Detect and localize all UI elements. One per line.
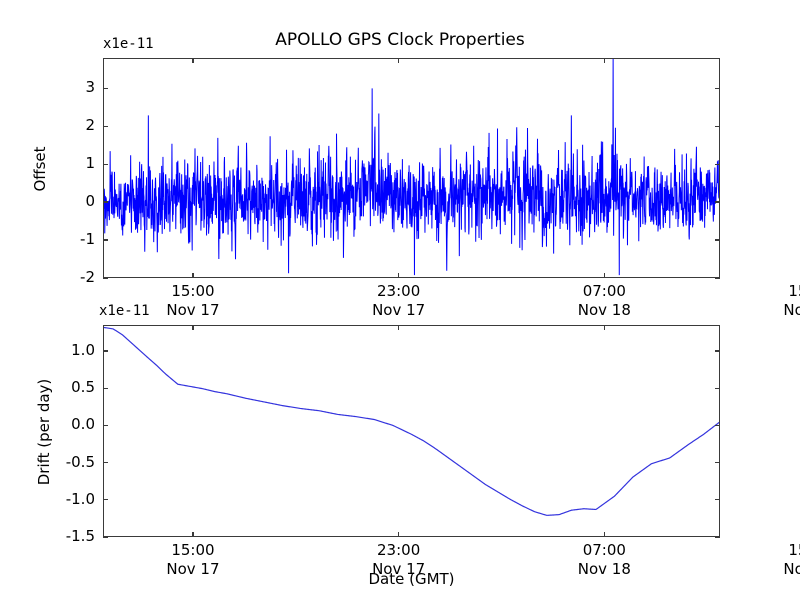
y-tick-mark [103, 201, 108, 203]
x-tick-label: 15:00 Nov 17 [143, 541, 243, 579]
y-tick-mark [715, 350, 720, 352]
x-tick-date: Nov 18 [783, 301, 800, 319]
y-tick-mark [715, 125, 720, 127]
x-tick-time: 15:00 [788, 541, 800, 559]
x-tick-mark [397, 325, 400, 330]
x-tick-label: 07:00 Nov 18 [554, 282, 654, 320]
x-tick-mark [192, 532, 194, 537]
y-tick-mark [715, 536, 720, 538]
offset-data-line [104, 59, 719, 275]
x-tick-date: Nov 17 [166, 301, 220, 319]
x-tick-date: Nov 18 [783, 560, 800, 578]
x-tick-time: 15:00 [788, 282, 800, 300]
y-tick-label: -0.5 [65, 452, 95, 471]
x-tick-label: 23:00 Nov 17 [349, 282, 449, 320]
y-tick-mark [103, 387, 108, 389]
y-tick-label: -2 [80, 268, 95, 286]
drift-plot-area [103, 325, 720, 537]
y-tick-mark [715, 163, 720, 165]
y-tick-mark [715, 499, 720, 501]
y-tick-mark [715, 239, 720, 241]
y-tick-label: 0 [85, 192, 95, 211]
y-tick-label: 1.0 [71, 341, 95, 360]
x-tick-date: Nov 17 [166, 560, 220, 578]
y-tick-mark [103, 461, 108, 464]
y-tick-mark [103, 499, 108, 501]
x-tick-mark [603, 532, 605, 537]
figure-title: APOLLO GPS Clock Properties [275, 30, 525, 50]
y-tick-mark [715, 87, 720, 89]
y-tick-label: 0.0 [71, 415, 95, 434]
y-tick-mark [103, 125, 108, 127]
x-tick-time: 23:00 [377, 282, 421, 300]
x-tick-mark [192, 273, 194, 278]
y-tick-mark [715, 424, 720, 427]
y-tick-mark [103, 87, 108, 89]
y-tick-label: -1 [80, 230, 95, 249]
x-tick-label: 23:00 Nov 17 [349, 541, 449, 579]
drift-trace-svg [104, 326, 719, 536]
x-tick-date: Nov 17 [372, 301, 426, 319]
x-tick-mark [603, 273, 605, 278]
x-tick-date: Nov 18 [577, 301, 631, 319]
x-tick-time: 23:00 [377, 541, 421, 559]
x-tick-date: Nov 17 [372, 560, 426, 578]
x-tick-time: 15:00 [171, 541, 215, 559]
y-tick-label: 1 [85, 154, 95, 173]
drift-axis-multiplier: x1e-11 [99, 303, 150, 319]
y-tick-mark [103, 239, 108, 241]
y-tick-mark [103, 277, 108, 279]
x-tick-mark [397, 532, 400, 537]
x-tick-mark [603, 325, 605, 330]
x-tick-label: 07:00 Nov 18 [554, 541, 654, 579]
offset-trace-svg [104, 59, 719, 277]
figure-x-axis-label: Date (GMT) [368, 570, 455, 588]
offset-axis-multiplier: x1e-11 [103, 36, 154, 52]
offset-plot-area [103, 58, 720, 278]
y-tick-mark [715, 277, 720, 279]
y-tick-label: 0.5 [71, 378, 95, 397]
x-tick-mark [603, 58, 605, 63]
y-tick-mark [715, 461, 720, 464]
x-tick-mark [192, 325, 194, 330]
y-tick-label: -1.0 [65, 489, 95, 508]
y-tick-mark [103, 424, 108, 427]
x-tick-time: 15:00 [171, 282, 215, 300]
x-tick-time: 07:00 [582, 282, 626, 300]
y-tick-label: -1.5 [65, 527, 95, 545]
x-tick-mark [397, 273, 400, 278]
y-tick-mark [103, 163, 108, 165]
y-tick-label: 2 [85, 116, 95, 135]
x-tick-mark [397, 58, 400, 63]
y-tick-mark [715, 387, 720, 389]
x-tick-date: Nov 18 [577, 560, 631, 578]
y-tick-mark [103, 536, 108, 538]
x-tick-mark [192, 58, 194, 63]
x-tick-time: 07:00 [582, 541, 626, 559]
x-tick-label: 15:00 Nov 17 [143, 282, 243, 320]
y-tick-label: 3 [85, 78, 95, 97]
drift-data-line [104, 327, 719, 515]
y-tick-mark [715, 201, 720, 203]
y-tick-mark [103, 350, 108, 352]
